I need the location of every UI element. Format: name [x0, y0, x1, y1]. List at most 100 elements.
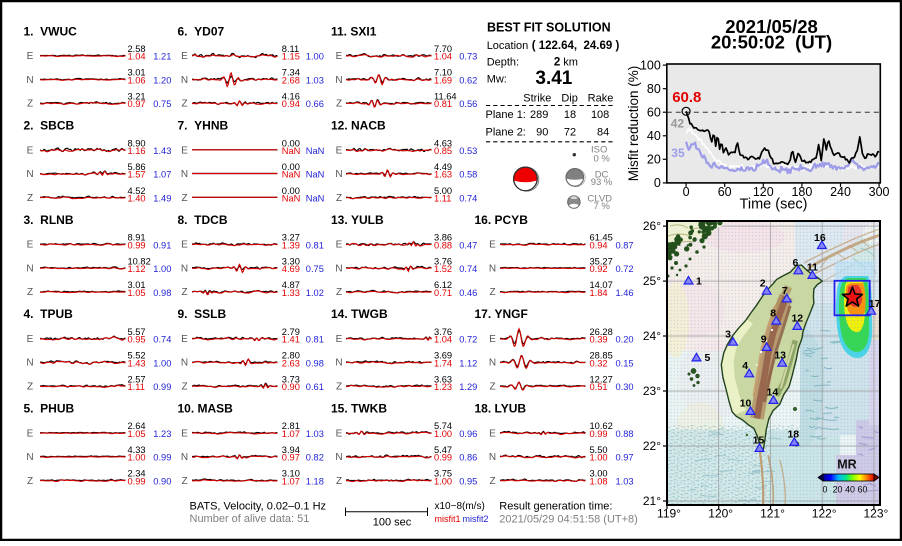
svg-text:0.32: 0.32: [590, 358, 608, 368]
svg-text:Strike: Strike: [523, 93, 551, 105]
svg-text:0.81: 0.81: [434, 99, 452, 109]
svg-text:CLVD: CLVD: [587, 193, 612, 204]
svg-text:1.05: 1.05: [128, 288, 146, 298]
svg-text:1.52: 1.52: [434, 264, 452, 274]
svg-text:0.99: 0.99: [153, 453, 171, 463]
svg-text:1.00: 1.00: [590, 453, 608, 463]
svg-text:Z: Z: [336, 382, 342, 393]
svg-text:8: 8: [770, 307, 776, 319]
svg-text:1.43: 1.43: [153, 146, 171, 156]
svg-text:1.07: 1.07: [282, 429, 300, 439]
svg-text:3.41: 3.41: [535, 68, 572, 89]
svg-text:22°: 22°: [643, 439, 661, 453]
svg-text:N: N: [335, 358, 342, 369]
svg-text:1.18: 1.18: [306, 476, 324, 486]
svg-text:1.12: 1.12: [128, 264, 146, 274]
svg-text:3.27: 3.27: [282, 233, 300, 243]
svg-text:N: N: [335, 75, 342, 86]
svg-text:121°: 121°: [760, 507, 785, 521]
svg-text:0.95: 0.95: [459, 476, 477, 486]
svg-text:1.08: 1.08: [590, 476, 608, 486]
svg-text:E: E: [489, 428, 496, 439]
svg-text:1.21: 1.21: [153, 52, 171, 62]
svg-text:2.34: 2.34: [128, 469, 146, 479]
svg-text:NaN: NaN: [282, 170, 301, 180]
svg-text:Z: Z: [336, 99, 342, 110]
svg-text:1.03: 1.03: [306, 75, 324, 85]
svg-text:18. LYUB: 18. LYUB: [475, 402, 527, 416]
svg-text:0: 0: [683, 185, 690, 199]
svg-text:0.99: 0.99: [128, 240, 146, 250]
svg-text:3. RLNB: 3. RLNB: [24, 213, 74, 227]
svg-text:Number of alive data: 51: Number of alive data: 51: [190, 513, 310, 525]
svg-text:0.94: 0.94: [282, 99, 300, 109]
svg-text:108: 108: [591, 109, 609, 121]
svg-text:2021/05/28: 2021/05/28: [725, 16, 818, 37]
svg-text:0.72: 0.72: [459, 335, 477, 345]
svg-text:0.53: 0.53: [459, 146, 477, 156]
svg-text:N: N: [181, 169, 188, 180]
svg-text:E: E: [27, 51, 34, 62]
svg-text:0.99: 0.99: [590, 429, 608, 439]
svg-text:Z: Z: [27, 193, 33, 204]
svg-text:2.58: 2.58: [128, 44, 146, 54]
svg-text:misfit2: misfit2: [463, 514, 489, 524]
svg-text:ISO: ISO: [591, 145, 607, 156]
svg-text:DC: DC: [595, 170, 609, 181]
svg-text:E: E: [336, 145, 343, 156]
svg-text:N: N: [26, 169, 33, 180]
svg-text:E: E: [181, 428, 188, 439]
svg-text:Plane 2:: Plane 2:: [486, 127, 526, 139]
svg-text:5.57: 5.57: [128, 327, 146, 337]
svg-text:60: 60: [647, 105, 661, 119]
svg-text:Z: Z: [336, 193, 342, 204]
svg-text:2: 2: [760, 278, 766, 290]
svg-text:5.00: 5.00: [434, 186, 452, 196]
svg-text:1.16: 1.16: [128, 146, 146, 156]
svg-text:3.21: 3.21: [128, 92, 146, 102]
svg-text:1.20: 1.20: [153, 75, 171, 85]
svg-text:Mw:: Mw:: [487, 73, 507, 85]
svg-text:13: 13: [774, 350, 786, 362]
svg-text:0.94: 0.94: [590, 240, 608, 250]
svg-text:2: 2: [554, 56, 560, 68]
svg-text:0.97: 0.97: [282, 453, 300, 463]
svg-text:289: 289: [530, 109, 548, 121]
svg-text:0.61: 0.61: [306, 382, 324, 392]
svg-text:N: N: [26, 75, 33, 86]
svg-text:2.63: 2.63: [282, 358, 300, 368]
svg-text:MR: MR: [837, 458, 856, 472]
svg-text:20: 20: [833, 485, 843, 495]
svg-text:10.82: 10.82: [128, 256, 151, 266]
svg-text:1.57: 1.57: [128, 170, 146, 180]
svg-text:5. PHUB: 5. PHUB: [24, 402, 75, 416]
svg-text:2.79: 2.79: [282, 327, 300, 337]
svg-text:3.01: 3.01: [128, 68, 146, 78]
svg-text:3.30: 3.30: [282, 256, 300, 266]
svg-text:1.39: 1.39: [282, 240, 300, 250]
svg-text:E: E: [489, 334, 496, 345]
svg-text:E: E: [181, 334, 188, 345]
svg-text:1.04: 1.04: [434, 52, 452, 62]
svg-text:1.29: 1.29: [459, 382, 477, 392]
svg-text:15. TWKB: 15. TWKB: [331, 402, 387, 416]
svg-text:3.69: 3.69: [434, 351, 452, 361]
svg-text:40: 40: [845, 485, 855, 495]
svg-text:3.76: 3.76: [434, 327, 452, 337]
svg-text:23°: 23°: [643, 384, 661, 398]
svg-text:5.52: 5.52: [128, 351, 146, 361]
svg-text:( 122.64, 24.69 ): ( 122.64, 24.69 ): [532, 40, 620, 52]
svg-text:26.28: 26.28: [590, 327, 613, 337]
svg-text:14.07: 14.07: [590, 280, 613, 290]
svg-text:80: 80: [647, 82, 661, 96]
svg-text:1.63: 1.63: [434, 170, 452, 180]
svg-text:14: 14: [767, 387, 779, 399]
svg-text:2021/05/29 04:51:58 (UT+8): 2021/05/29 04:51:58 (UT+8): [499, 514, 638, 526]
svg-text:Misfit reduction (%): Misfit reduction (%): [626, 66, 641, 182]
svg-text:0.00: 0.00: [282, 186, 300, 196]
svg-text:7. YHNB: 7. YHNB: [178, 119, 229, 133]
svg-text:0.74: 0.74: [459, 264, 477, 274]
svg-text:5.47: 5.47: [434, 445, 452, 455]
svg-text:12.27: 12.27: [590, 374, 613, 384]
svg-text:1.11: 1.11: [434, 194, 451, 204]
